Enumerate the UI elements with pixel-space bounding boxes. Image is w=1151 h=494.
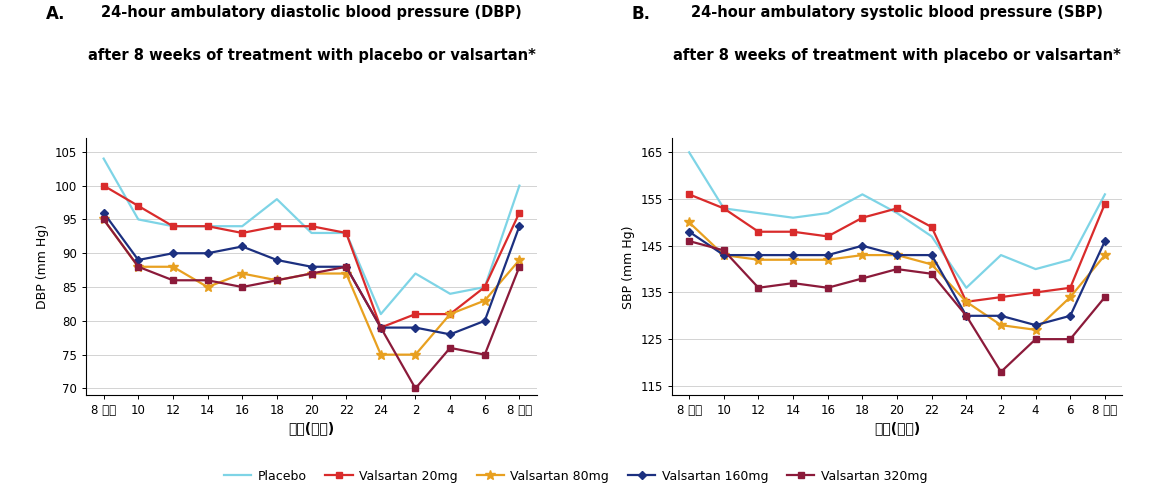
Y-axis label: SBP (mm Hg): SBP (mm Hg) [622,225,635,309]
X-axis label: 시간(시간): 시간(시간) [874,421,920,435]
Text: B.: B. [631,5,650,23]
X-axis label: 시간(시간): 시간(시간) [289,421,335,435]
Text: A.: A. [46,5,66,23]
Text: 24-hour ambulatory systolic blood pressure (SBP): 24-hour ambulatory systolic blood pressu… [691,5,1103,20]
Y-axis label: DBP (mm Hg): DBP (mm Hg) [37,224,49,309]
Legend: Placebo, Valsartan 20mg, Valsartan 80mg, Valsartan 160mg, Valsartan 320mg: Placebo, Valsartan 20mg, Valsartan 80mg,… [219,465,932,488]
Text: 24-hour ambulatory diastolic blood pressure (DBP): 24-hour ambulatory diastolic blood press… [101,5,521,20]
Text: after 8 weeks of treatment with placebo or valsartan*: after 8 weeks of treatment with placebo … [87,48,535,63]
Text: after 8 weeks of treatment with placebo or valsartan*: after 8 weeks of treatment with placebo … [673,48,1121,63]
